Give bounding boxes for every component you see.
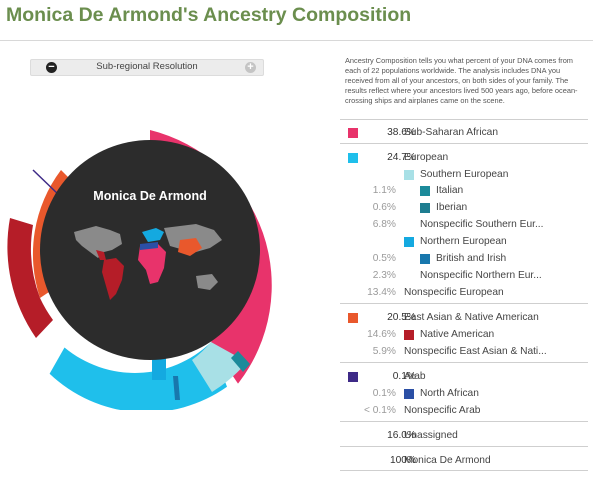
row-color-swatch (348, 313, 358, 323)
table-divider (340, 362, 588, 363)
ring-italian[interactable] (231, 351, 250, 372)
row-color-swatch (420, 254, 430, 264)
map-north-africa (140, 242, 158, 250)
row-name: Arab (404, 371, 426, 382)
row-percent: 20.5% (387, 312, 416, 323)
table-divider (340, 143, 588, 144)
ancestry-row[interactable]: < 0.1% Nonspecific Arab (340, 403, 590, 419)
row-name: Southern European (420, 169, 509, 180)
row-name: Iberian (436, 202, 468, 213)
chart-center-label: Monica De Armond (93, 189, 206, 203)
row-percent: 5.9% (372, 346, 396, 357)
row-percent: 100% (389, 455, 416, 466)
map-europe (142, 228, 164, 242)
plus-icon[interactable]: + (245, 62, 256, 73)
row-name: Nonspecific Arab (404, 405, 481, 416)
ring-native-american[interactable] (7, 218, 54, 338)
ancestry-row[interactable]: 24.7% European (340, 150, 590, 166)
table-divider (340, 421, 588, 422)
ancestry-row[interactable]: 0.6% Iberian (340, 200, 590, 216)
page-title: Monica De Armond's Ancestry Composition (6, 4, 412, 26)
row-percent: 1.1% (372, 185, 396, 196)
map-central-america (96, 250, 106, 260)
row-color-swatch (348, 153, 358, 163)
row-percent: 24.7% (387, 152, 416, 163)
row-name: Italian (436, 185, 464, 196)
row-color-swatch (348, 128, 358, 138)
ancestry-row[interactable]: 0.1% Arab (340, 369, 590, 385)
map-south-america (102, 258, 124, 300)
ring-arab[interactable] (32, 169, 61, 197)
row-name: Nonspecific Southern Eur... (420, 219, 544, 230)
ancestry-row[interactable]: 0.5% British and Irish (340, 251, 590, 267)
table-divider (340, 119, 588, 120)
ancestry-row[interactable]: 13.4% Nonspecific European (340, 285, 590, 301)
row-name: Unassigned (404, 430, 458, 441)
ancestry-row[interactable]: 6.8% Nonspecific Southern Eur... (340, 217, 590, 233)
map-north-america (74, 226, 122, 258)
minus-icon[interactable]: − (46, 62, 57, 73)
ring-southern-european[interactable] (192, 342, 247, 392)
ancestry-row[interactable]: Southern European (340, 167, 590, 183)
row-name: Northern European (420, 236, 507, 247)
table-divider (340, 470, 588, 471)
row-name: Nonspecific East Asian & Nati... (404, 346, 547, 357)
row-percent: 38.6% (387, 127, 416, 138)
row-percent: 14.6% (367, 329, 396, 340)
header-divider (0, 40, 593, 41)
row-name: European (404, 152, 449, 163)
ancestry-sunburst-chart[interactable]: Monica De Armond (0, 100, 300, 410)
row-percent: < 0.1% (363, 405, 396, 416)
ring-northern-european[interactable] (152, 358, 166, 380)
row-name: Monica De Armond (404, 455, 491, 466)
ancestry-row[interactable]: 1.1% Italian (340, 183, 590, 199)
ancestry-row[interactable]: 5.9% Nonspecific East Asian & Nati... (340, 344, 590, 360)
row-name: Nonspecific European (404, 287, 504, 298)
map-africa (138, 244, 166, 284)
map-east-asia (178, 238, 202, 256)
ancestry-row[interactable]: 14.6% Native American (340, 327, 590, 343)
row-name: East Asian & Native American (404, 312, 539, 323)
map-asia (164, 224, 222, 252)
ancestry-row[interactable]: 0.1% North African (340, 386, 590, 402)
row-percent: 0.1% (372, 388, 396, 399)
ring-british-irish[interactable] (173, 376, 180, 400)
row-color-swatch (348, 372, 358, 382)
row-color-swatch (404, 170, 414, 180)
map-australia (196, 274, 218, 290)
ancestry-row[interactable]: Northern European (340, 234, 590, 250)
row-percent: 0.6% (372, 202, 396, 213)
row-color-swatch (420, 186, 430, 196)
ring-european[interactable] (49, 342, 227, 410)
table-divider (340, 446, 588, 447)
row-color-swatch (404, 330, 414, 340)
row-name: Nonspecific Northern Eur... (420, 270, 542, 281)
row-percent: 0.1% (392, 371, 416, 382)
resolution-slider[interactable]: − Sub-regional Resolution + (30, 59, 264, 76)
row-color-swatch (404, 389, 414, 399)
row-percent: 16.0% (387, 430, 416, 441)
ancestry-row[interactable]: 16.0% Unassigned (340, 428, 590, 444)
row-percent: 0.5% (372, 253, 396, 264)
row-color-swatch (404, 237, 414, 247)
row-name: North African (420, 388, 479, 399)
ancestry-row[interactable]: 20.5% East Asian & Native American (340, 310, 590, 326)
row-color-swatch (420, 203, 430, 213)
row-name: British and Irish (436, 253, 507, 264)
row-name: Sub-Saharan African (404, 127, 499, 138)
world-map (74, 224, 222, 300)
row-percent: 13.4% (367, 287, 396, 298)
row-percent: 6.8% (372, 219, 396, 230)
ancestry-row[interactable]: 100% Monica De Armond (340, 453, 590, 469)
description-text: Ancestry Composition tells you what perc… (345, 56, 578, 106)
ancestry-row[interactable]: 38.6% Sub-Saharan African (340, 125, 590, 141)
table-divider (340, 303, 588, 304)
row-percent: 2.3% (372, 270, 396, 281)
ancestry-row[interactable]: 2.3% Nonspecific Northern Eur... (340, 268, 590, 284)
row-name: Native American (420, 329, 495, 340)
resolution-label: Sub-regional Resolution (96, 61, 198, 72)
